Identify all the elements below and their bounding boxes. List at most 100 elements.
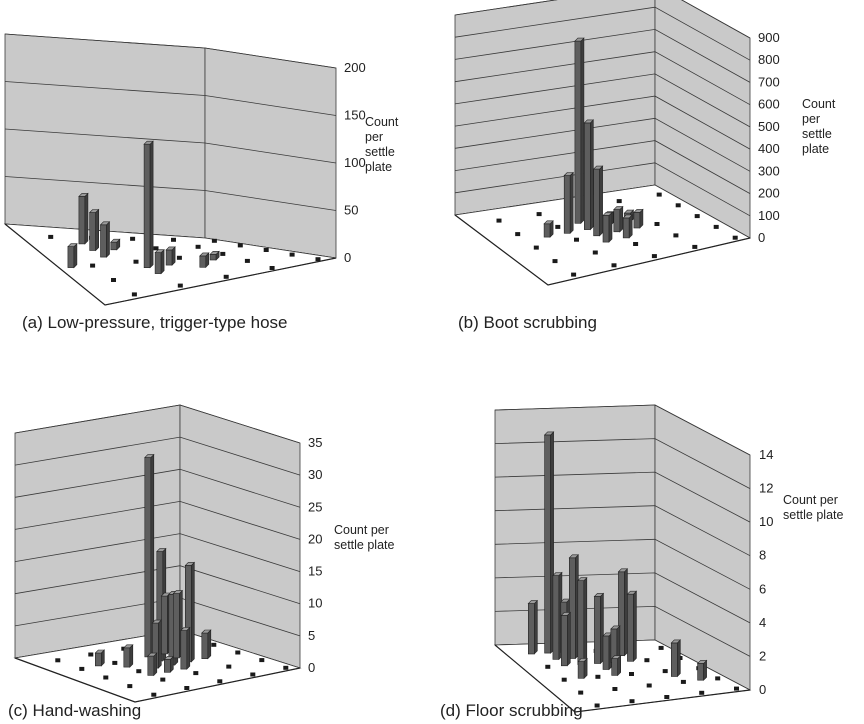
bar-top: [577, 658, 588, 662]
bar: [147, 652, 158, 677]
floor-marker: [88, 652, 94, 657]
chart-d-plot: 0 2 4 6 8 10 12 14: [493, 404, 773, 713]
bar-top: [209, 251, 220, 255]
floor-marker: [680, 679, 686, 684]
bar-front: [544, 434, 551, 654]
floor-marker: [651, 254, 657, 259]
chart-c-ylabel-line: Count per: [334, 523, 389, 537]
bar: [543, 220, 554, 238]
floor-edge: [454, 214, 751, 286]
gridline: [14, 436, 301, 476]
bar-top: [613, 206, 624, 210]
floor-marker: [658, 645, 664, 650]
bar-side: [153, 652, 158, 677]
floor-marker: [211, 642, 217, 647]
gridline: [14, 500, 301, 540]
floor-marker: [629, 672, 634, 676]
bar-front: [574, 40, 582, 224]
floor-marker: [692, 244, 698, 249]
bar-top: [165, 246, 176, 251]
bar-top: [67, 243, 78, 247]
floor-marker: [734, 686, 739, 691]
bar-front: [161, 595, 168, 655]
bar: [577, 576, 588, 666]
gridline: [454, 95, 751, 150]
bar-front: [602, 215, 610, 243]
bar-side: [569, 171, 574, 235]
floor-marker: [235, 650, 241, 655]
gridline: [4, 128, 337, 164]
chart-panel-b: 0 100 200 300 400 500 600 700 800 900 Count per s…: [440, 0, 864, 340]
bar-side: [580, 37, 585, 225]
bar-top: [199, 252, 210, 257]
chart-d-ylabel-line: settle plate: [783, 508, 844, 522]
bar-side: [567, 611, 571, 667]
chart-d-ylabel: Count per settle plate: [783, 493, 843, 523]
chart-b-caption: (b) Boot scrubbing: [458, 313, 597, 332]
z-tick-label: 100: [344, 155, 366, 170]
bar-top: [560, 612, 572, 616]
chart-c-ylabel: Count per settle plate: [334, 523, 394, 553]
bar: [88, 208, 100, 252]
back-wall-left: [454, 0, 656, 216]
bar: [163, 655, 175, 673]
floor-marker: [177, 283, 183, 288]
z-tick-label: 0: [308, 660, 315, 675]
bar-front: [201, 632, 209, 660]
bar-front: [123, 647, 131, 668]
bar: [527, 599, 539, 655]
floor-marker: [103, 675, 109, 680]
floor-edge: [4, 223, 337, 306]
bar-top: [626, 590, 638, 595]
floor-marker: [616, 199, 622, 204]
bar-top: [180, 627, 191, 631]
bar-front: [543, 223, 551, 238]
bar-side: [534, 599, 538, 655]
floor-edge: [494, 644, 751, 713]
floor-marker: [244, 258, 250, 263]
chart-b-plot: 0 100 200 300 400 500 600 700 800 900: [453, 0, 780, 286]
floor-marker: [220, 251, 226, 256]
chart-b-ylabel-line: settle: [802, 127, 832, 141]
chart-a-ylabel-line: plate: [365, 160, 393, 174]
bar: [165, 246, 176, 266]
floor-marker: [574, 237, 579, 242]
bar-side: [633, 590, 637, 663]
bar-top: [577, 577, 588, 581]
floor-marker: [629, 699, 635, 704]
floor-marker: [656, 192, 662, 197]
floor-marker: [133, 259, 139, 264]
bar-front: [611, 658, 618, 676]
z-tick-label: 4: [759, 615, 766, 630]
floor-marker: [315, 257, 321, 262]
bar-top: [552, 572, 563, 576]
floor-marker: [664, 695, 670, 699]
z-tick-label: 25: [308, 499, 322, 514]
bar-side: [73, 242, 78, 269]
floor-marker: [136, 669, 142, 674]
gridline: [454, 117, 751, 172]
bar: [543, 431, 555, 654]
bar: [577, 657, 588, 680]
bar-side: [608, 211, 613, 243]
floor-marker: [184, 686, 190, 690]
bar-front: [577, 661, 585, 679]
bar: [209, 250, 220, 261]
floor-marker: [594, 703, 600, 708]
bar: [563, 171, 574, 235]
bar-top: [123, 644, 134, 649]
z-tick-label: 700: [758, 74, 780, 89]
chart-b-ylabel: Count per settle plate: [802, 97, 835, 157]
bar: [610, 654, 622, 677]
floor-marker: [263, 248, 269, 252]
bar-front: [528, 603, 535, 655]
bar-top: [88, 209, 100, 213]
floor-edge: [14, 657, 301, 703]
floor-marker: [130, 236, 136, 241]
floor-marker: [694, 214, 700, 219]
bar-side: [619, 205, 624, 233]
bar-front: [110, 241, 118, 251]
bar: [626, 590, 638, 663]
floor-marker: [193, 671, 199, 676]
chart-d-ylabel-line: Count per: [783, 493, 838, 507]
